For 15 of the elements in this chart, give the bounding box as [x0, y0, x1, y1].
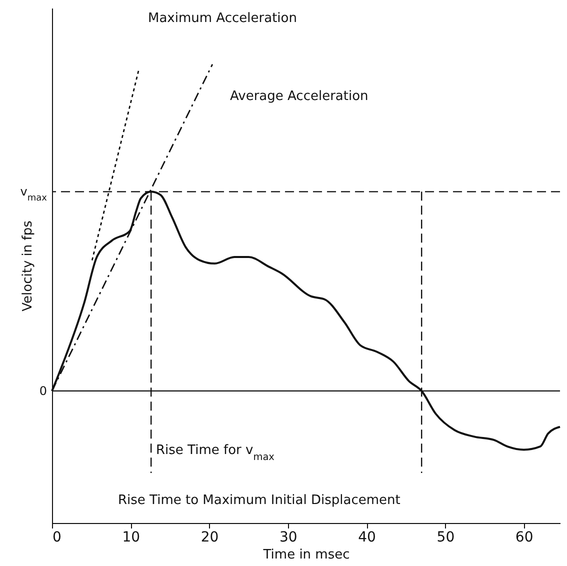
x-tick-label: 50 [436, 530, 455, 546]
y-axis-title: Velocity in fps [20, 220, 36, 312]
x-axis-title: Time in msec [262, 548, 350, 562]
x-tick-label: 0 [52, 530, 62, 546]
x-tick-label: 10 [122, 530, 140, 546]
text: Rise Time to Maximum Initial Displacement [118, 493, 400, 508]
x-tick-label: 60 [515, 530, 534, 546]
annotation: Average Acceleration [230, 89, 368, 104]
text: Maximum Acceleration [148, 11, 297, 26]
ref-line-label: 0 [39, 384, 47, 398]
x-tick-label: 30 [280, 530, 298, 546]
annotation: Rise Time for v$_{max}$ [156, 443, 275, 462]
x-tick-label: 40 [358, 530, 376, 546]
x-tick-label: 20 [200, 530, 219, 546]
ref-line-label: v$_{max}$ [20, 184, 48, 204]
